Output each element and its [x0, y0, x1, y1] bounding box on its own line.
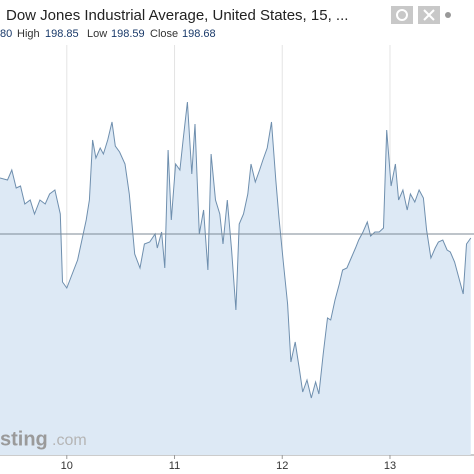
ohlc-label: Low [87, 28, 107, 40]
ohlc-value: 198.85 [45, 28, 79, 40]
x-tick-label: 10 [61, 460, 73, 472]
settings-button[interactable] [391, 6, 413, 24]
watermark: sting [0, 428, 48, 450]
chart-title: Dow Jones Industrial Average, United Sta… [6, 7, 348, 24]
dot [445, 12, 451, 18]
x-tick-label: 11 [169, 460, 180, 472]
ohlc-open: 80 [0, 28, 12, 40]
watermark: .com [52, 432, 87, 449]
ohlc-value: 198.59 [111, 28, 145, 40]
ohlc-value: 198.68 [182, 28, 216, 40]
x-tick-label: 13 [384, 460, 396, 472]
ohlc-label: High [17, 28, 40, 40]
area-fill [0, 102, 471, 455]
gear-icon [396, 9, 408, 21]
ohlc-label: Close [150, 28, 178, 40]
close-button[interactable] [418, 6, 440, 24]
settings-box[interactable] [391, 6, 413, 24]
x-tick-label: 12 [276, 460, 288, 472]
price-line-series [0, 101, 472, 399]
close-icon [423, 9, 435, 21]
